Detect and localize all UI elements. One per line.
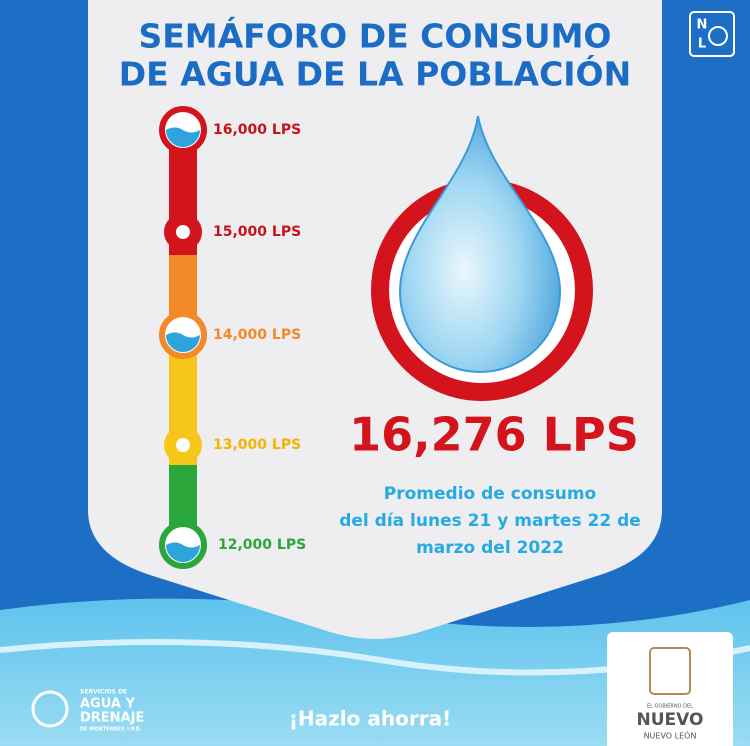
level-dot bbox=[176, 225, 190, 239]
level-label: 14,000 LPS bbox=[213, 327, 301, 343]
title-line: SEMÁFORO DE CONSUMO bbox=[138, 16, 611, 56]
government-logo-text: EL GOBIERNO DEL bbox=[647, 704, 693, 710]
agency-logo-icon bbox=[31, 690, 69, 728]
level-water bbox=[166, 127, 200, 147]
coat-of-arms bbox=[649, 647, 691, 695]
level-label: 13,000 LPS bbox=[213, 437, 301, 453]
description-line: del día lunes 21 y martes 22 de bbox=[339, 511, 641, 531]
level-dot bbox=[176, 438, 190, 452]
agency-logo-text: DE MONTERREY, I.P.D. bbox=[80, 727, 142, 733]
slogan: ¡Hazlo ahorra! bbox=[289, 707, 451, 731]
reading-value: 16,276 LPS bbox=[349, 408, 639, 462]
title-line: DE AGUA DE LA POBLACIÓN bbox=[119, 54, 631, 94]
level-water bbox=[166, 542, 200, 562]
corner-logo-text: L bbox=[698, 37, 706, 52]
water-band bbox=[0, 598, 750, 746]
corner-logo-text: N bbox=[697, 18, 708, 33]
level-label: 15,000 LPS bbox=[213, 224, 301, 240]
agency-logo-text: SERVICIOS DE bbox=[80, 689, 127, 696]
agency-logo-text: AGUA Y bbox=[80, 697, 135, 712]
level-label: 16,000 LPS bbox=[213, 122, 301, 138]
description-line: marzo del 2022 bbox=[416, 538, 564, 558]
agency-logo-text: DRENAJE bbox=[80, 711, 144, 726]
level-water bbox=[166, 332, 200, 352]
government-logo-text: NUEVO bbox=[637, 710, 704, 730]
government-logo bbox=[607, 632, 733, 746]
corner-logo bbox=[689, 11, 735, 57]
corner-logo-icon bbox=[708, 26, 728, 46]
water-drop bbox=[398, 115, 562, 373]
description-line: Promedio de consumo bbox=[384, 484, 596, 504]
government-logo-text: NUEVO LEÓN bbox=[644, 730, 697, 741]
level-label: 12,000 LPS bbox=[218, 537, 306, 553]
